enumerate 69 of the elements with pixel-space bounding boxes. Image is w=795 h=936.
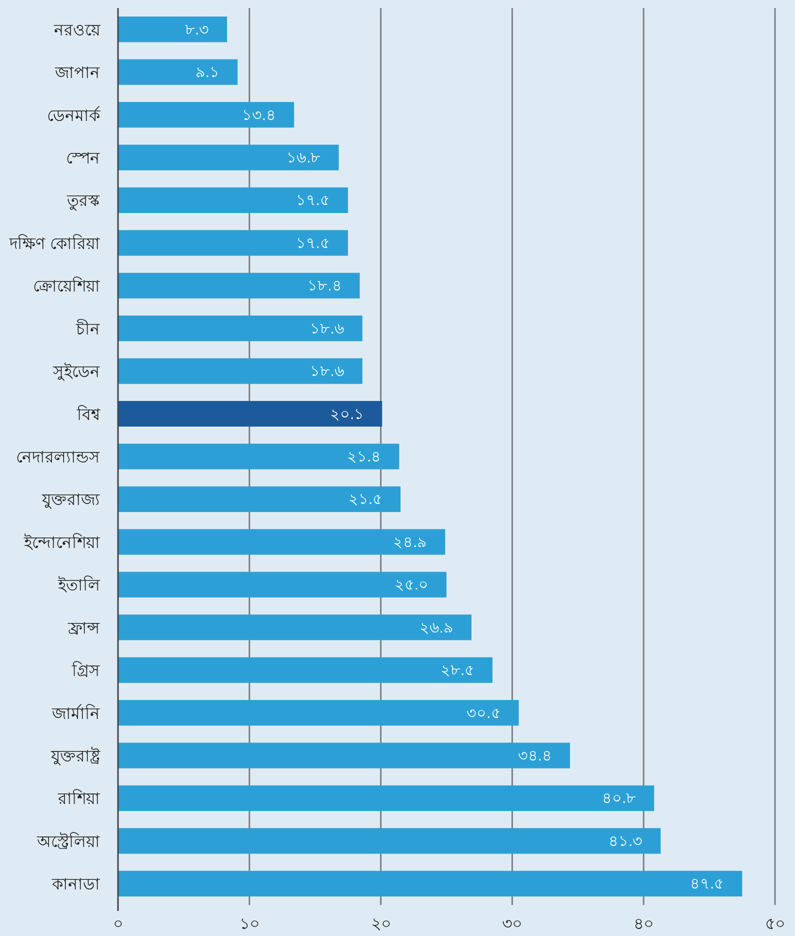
y-tick-label: কানাডা [51,876,100,894]
y-tick-label: ইতালি [57,576,101,595]
data-label: ১৮.৬ [310,363,344,380]
bar [118,742,570,768]
data-label: ২১.৫ [348,491,383,508]
y-tick-label: নরওয়ে [53,22,101,40]
y-tick-label: সুইডেন [52,363,100,382]
bar [118,400,382,427]
data-label: ২৪.৯ [393,534,428,551]
y-tick-label: ইন্দোনেশিয়া [23,532,100,552]
y-tick-label: তুরস্ক [66,193,100,212]
bar [118,572,446,598]
x-tick-label: ৩০ [502,916,522,933]
bar [118,444,400,470]
x-tick-label: ৫০ [765,916,785,933]
y-tick-label: রাশিয়া [57,789,100,808]
y-tick-label: জাপান [54,65,100,82]
bar [118,16,228,42]
y-tick-label: ক্রোয়েশিয়া [33,276,100,296]
data-label: ২৬.৯ [419,619,454,636]
y-tick-label: নেদারল্যান্ডস [16,450,100,466]
bar [118,272,360,298]
bar [118,529,446,555]
y-tick-label: দক্ষিণ কোরিয়া [8,234,100,253]
data-label: ৪০.৮ [602,790,636,808]
y-tick-label: যুক্তরাজ্য [41,492,100,510]
data-label: ৮.৩ [184,21,210,38]
data-label: ৪৭.৫ [690,876,724,893]
bar [118,230,348,256]
x-tick-label: ৪০ [634,916,654,933]
y-tick-label: অস্ট্রেলিয়া [36,832,100,851]
x-tick-label: ১০ [239,916,260,933]
data-label: ২৫.০ [394,576,428,594]
bar [118,785,654,812]
y-tick-label: যুক্তরাষ্ট্র [50,746,101,766]
bar [118,486,401,512]
y-tick-label: বিশ্ব [76,404,101,424]
data-label: ২০.১ [330,406,364,423]
y-tick-label: ডেনমার্ক [47,106,101,125]
bar [118,316,362,342]
data-label: ১৮.৪ [308,278,342,295]
data-label: ২১.৪ [347,448,382,466]
y-tick-label: ফ্রান্স [67,620,100,638]
data-label: ২৮.৫ [440,662,474,680]
bar [118,144,339,170]
bar [118,614,472,640]
x-tick-label: ২০ [370,916,391,933]
bar [118,870,742,896]
data-label: ৩০.৫ [466,704,501,722]
data-label: ১৭.৫ [296,192,330,210]
data-label: ৯.১ [195,64,220,82]
bar [118,657,492,683]
y-tick-label: চীন [75,319,100,338]
y-tick-label: জার্মানি [51,704,100,723]
bar [118,187,348,214]
data-label: ১৭.৫ [296,234,330,252]
data-label: ১৩.৪ [242,106,276,124]
x-tick-label: ০ [113,916,123,933]
data-label: ১৮.৬ [310,320,344,338]
data-label: ৩৪.৪ [518,748,552,764]
bar [118,358,362,384]
y-tick-label: গ্রিস [71,661,100,680]
bar [118,828,661,854]
y-tick-label: স্পেন [66,150,100,168]
data-label: ৪১.৩ [608,832,643,850]
data-label: ১৬.৮ [286,150,321,166]
bar [118,700,519,726]
bar [118,102,294,128]
bar [118,59,238,85]
